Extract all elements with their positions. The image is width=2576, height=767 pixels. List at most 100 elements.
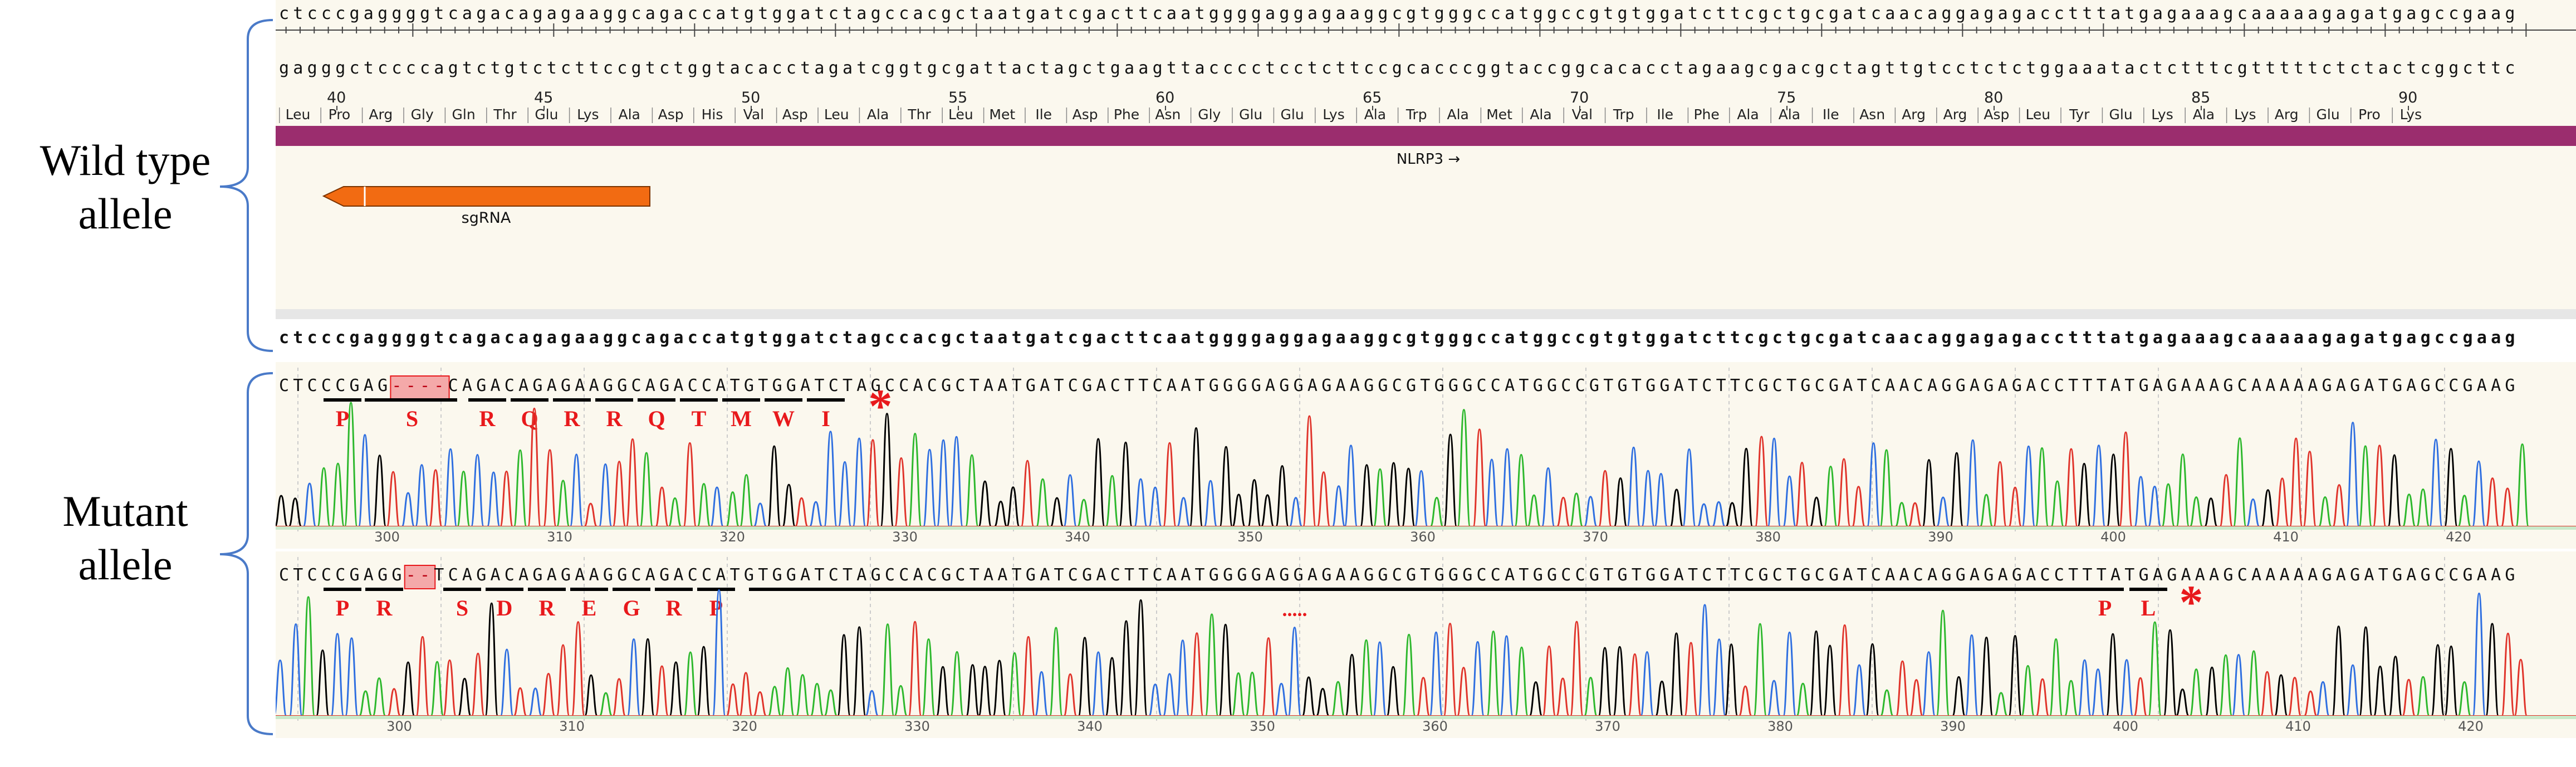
trace-base: G [1209,565,1219,585]
chromatogram-peak [1006,486,1020,527]
trace-position-label: 350 [1237,529,1263,545]
trace-base: T [1012,376,1022,395]
reference-top-base: g [744,4,754,23]
trace-position-label: 360 [1422,719,1448,734]
trace-base: A [518,376,528,395]
amino-acid-label: Ala [867,106,889,123]
chromatogram-peak [1500,448,1515,527]
reference-bottom-base: c [1659,58,1669,78]
chromatogram-peak [1134,599,1148,717]
trace-base: T [1054,376,1064,395]
reference-top-base: a [2336,4,2346,23]
reference-bottom-base: c [617,58,627,78]
trace-base: G [1378,376,1388,395]
trace-base: C [1477,376,1487,395]
reference-top-base: a [1336,4,1346,23]
consensus-base: c [1392,328,1402,348]
chromatogram-peak [1529,681,1543,717]
trace-base: T [2068,376,2078,395]
reference-top-base: a [1927,4,1937,23]
nlrp3-gene-bar[interactable] [276,126,2576,146]
trace-base: T [1786,376,1796,395]
chromatogram-peak [1965,634,1979,717]
consensus-base: g [1279,328,1289,348]
trace-base: A [673,565,683,585]
chromatogram-peak [2274,674,2288,717]
chromatogram-peak [414,464,429,527]
trace-base: T [1730,565,1740,585]
chromatogram-peak [2428,438,2443,527]
sgrna-arrow[interactable] [322,186,650,207]
consensus-base: g [2139,328,2149,348]
chromatogram-peak [739,474,753,527]
consensus-base: g [1448,328,1458,348]
trace-base: C [335,565,345,585]
reference-top-base: t [1632,4,1642,23]
sgrna-label: sgRNA [462,209,511,227]
chromatogram-peak [2485,477,2500,527]
reference-top-base: g [561,4,571,23]
trace-base: A [1167,565,1177,585]
chromatogram-peak [1684,642,1698,717]
frameshift-ellipsis: ..... [1282,598,1307,621]
chromatogram-peak [781,667,795,717]
chromatogram-peak [330,633,345,717]
reference-top-base: t [1138,4,1148,23]
trace-base: G [532,376,542,395]
trace-base: C [1491,376,1501,395]
reference-bottom-base: g [927,58,937,78]
consensus-base: a [1970,328,1980,348]
chromatogram-peak [2515,443,2530,527]
chromatogram-peak [1866,442,1880,527]
consensus-base: g [561,328,571,348]
consensus-base: c [1772,328,1782,348]
reference-bottom-base: c [1406,58,1416,78]
chromatogram-peak [767,686,782,717]
chromatogram-peak [470,453,484,527]
deletion-dash: - [391,376,401,395]
reference-top-base: c [955,4,965,23]
reference-bottom-base: a [434,58,444,78]
reference-bottom-base: t [716,58,726,78]
trace-base: C [335,376,345,395]
aa-number-label: 90 [2398,89,2417,106]
chromatogram-peak [1613,646,1627,717]
chromatogram-peak [2035,678,2050,717]
reference-bottom-base: t [1505,58,1515,78]
chromatogram-peak [1119,441,1133,527]
trace-base: T [1012,565,1022,585]
trace-base: G [1618,565,1628,585]
amino-acid-label: Glu [1239,106,1262,123]
trace-base: A [1307,565,1318,585]
chromatogram-peak [1260,494,1275,527]
chromatogram-peak [1091,651,1105,717]
amino-acid-label: Phe [1114,106,1139,123]
reference-bottom-base: c [1645,58,1656,78]
chromatogram-peak [2205,666,2219,717]
chromatogram-peak [2444,645,2459,717]
trace-base: A [491,376,501,395]
reference-top-base: c [1153,4,1163,23]
wild-type-label-line1: Wild type [40,136,211,184]
consensus-base: c [448,328,458,348]
trace-base: C [631,376,641,395]
amino-acid-label: Asp [1072,106,1098,123]
reference-bottom-base: c [2350,58,2360,78]
consensus-base: c [2054,328,2064,348]
trace-base: A [2181,565,2191,585]
trace-base: A [1998,376,2008,395]
trace-base: T [2097,565,2107,585]
reference-top-base: a [518,4,528,23]
reference-top-base: g [532,4,542,23]
consensus-base: a [856,328,866,348]
reference-bottom-base: t [2153,58,2163,78]
trace-base: A [1505,565,1515,585]
consensus-base: c [927,328,937,348]
chromatogram-peak [1261,637,1276,717]
trace-base: T [434,565,444,585]
reference-bottom-base: c [1589,58,1599,78]
deletion-box[interactable] [404,565,436,589]
trace-base: G [1279,376,1289,395]
reference-top-base: a [2406,4,2416,23]
